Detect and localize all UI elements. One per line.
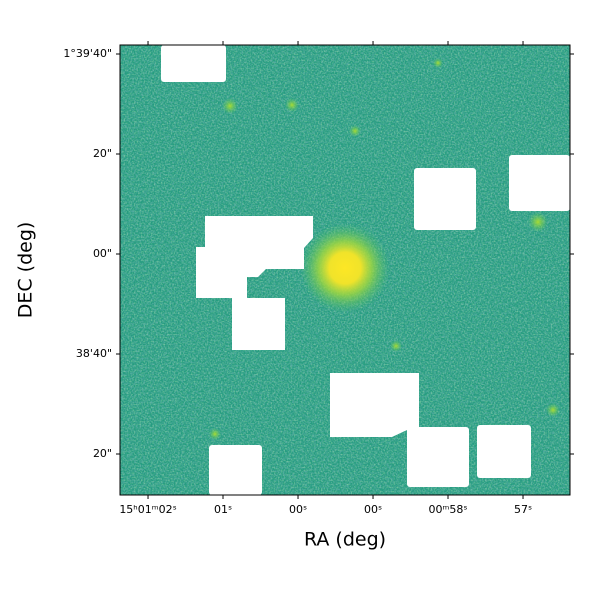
mask (407, 427, 469, 487)
y-tick-label: 20" (93, 147, 112, 160)
x-tick-label: 00ˢ (364, 503, 382, 516)
x-tick-label: 15ʰ01ᵐ02ˢ (119, 503, 176, 516)
plot-frame (119, 44, 571, 496)
mask (414, 168, 476, 230)
mask (477, 425, 531, 478)
y-tick-label: 00" (93, 247, 112, 260)
y-tick-label: 1°39'40" (63, 47, 112, 60)
y-tick-label: 20" (93, 447, 112, 460)
x-tick-label: 00ˢ (289, 503, 307, 516)
x-tick-label: 01ˢ (214, 503, 232, 516)
mask (330, 373, 419, 437)
x-tick-label: 57ˢ (514, 503, 532, 516)
x-axis-label: RA (deg) (304, 529, 386, 551)
mask (196, 216, 313, 350)
mask (209, 445, 262, 495)
mask (161, 45, 226, 82)
y-axis-label: DEC (deg) (15, 222, 37, 319)
x-tick-label: 00ᵐ58ˢ (429, 503, 468, 516)
y-tick-label: 38'40" (76, 347, 112, 360)
mask (509, 155, 570, 211)
image (120, 45, 570, 495)
